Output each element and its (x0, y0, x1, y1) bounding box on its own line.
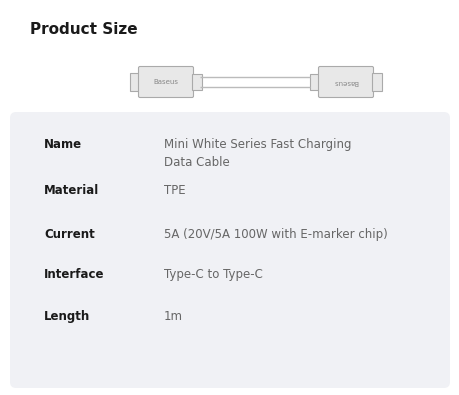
Text: Interface: Interface (44, 268, 104, 281)
Bar (191, 74, 202, 90)
Text: Length: Length (44, 310, 90, 323)
Text: 5A (20V/5A 100W with E-marker chip): 5A (20V/5A 100W with E-marker chip) (164, 228, 387, 241)
Text: Name: Name (44, 138, 82, 151)
Bar (309, 74, 319, 90)
Text: Product Size: Product Size (30, 22, 137, 37)
FancyBboxPatch shape (318, 66, 373, 98)
Text: Type-C to Type-C: Type-C to Type-C (164, 268, 262, 281)
FancyBboxPatch shape (10, 112, 449, 388)
Bar (130, 73, 140, 91)
Text: TPE: TPE (164, 184, 185, 197)
Bar (371, 73, 381, 91)
Text: Material: Material (44, 184, 99, 197)
FancyBboxPatch shape (138, 66, 193, 98)
Text: Baseus: Baseus (153, 79, 178, 85)
Text: 1m: 1m (164, 310, 183, 323)
Text: Baseus: Baseus (333, 79, 358, 85)
Text: Current: Current (44, 228, 95, 241)
Text: Mini White Series Fast Charging
Data Cable: Mini White Series Fast Charging Data Cab… (164, 138, 351, 169)
